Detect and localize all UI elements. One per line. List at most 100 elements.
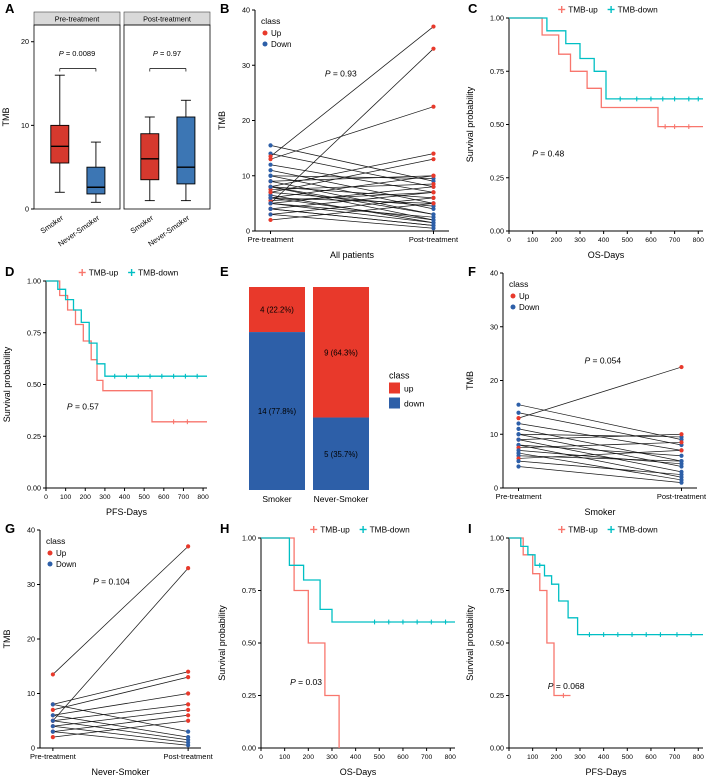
km-curve-tmb-down	[46, 280, 207, 377]
post-point	[186, 544, 191, 549]
svg-text:1.00: 1.00	[242, 534, 256, 543]
patient-line	[270, 203, 434, 224]
y-axis-label: Survival probability	[465, 605, 475, 681]
pre-point	[516, 402, 521, 407]
patient-line	[518, 450, 682, 465]
pre-point	[50, 735, 55, 740]
svg-text:30: 30	[27, 580, 35, 589]
post-point	[679, 440, 684, 445]
p-value-label: P = 0.104	[93, 577, 130, 587]
patient-line	[270, 106, 434, 160]
post-point	[431, 46, 436, 51]
svg-text:500: 500	[622, 754, 634, 761]
boxplot-smoker	[140, 133, 160, 181]
svg-text:200: 200	[303, 754, 315, 761]
svg-text:40: 40	[27, 526, 35, 535]
panel-h: H 0.00 0.25 0.50 0.75 1.00 0 100 200 300 400 500 60…	[215, 520, 463, 780]
svg-text:100: 100	[527, 237, 539, 244]
svg-text:TMB-up: TMB-up	[568, 5, 598, 15]
svg-text:600: 600	[645, 237, 657, 244]
legend: class Up Down	[46, 536, 76, 569]
km-curve-tmb-down	[261, 537, 455, 623]
svg-text:0.25: 0.25	[242, 691, 256, 700]
post-point	[679, 453, 684, 458]
svg-text:500: 500	[374, 754, 386, 761]
p-value-label: P = 0.93	[325, 68, 357, 78]
svg-text:Up: Up	[519, 292, 530, 301]
svg-text:class: class	[261, 16, 280, 26]
svg-text:500: 500	[622, 237, 634, 244]
pre-point	[516, 416, 521, 421]
x-axis-label: All patients	[330, 250, 375, 260]
km-chart-I: 0.00 0.25 0.50 0.75 1.00 0 100 200 300 400 500 600 7…	[465, 525, 704, 778]
patient-line	[518, 366, 682, 419]
svg-text:0.00: 0.00	[27, 484, 41, 493]
legend-item-tmb-down: TMB-down	[607, 525, 658, 535]
svg-text:Pre-treatment: Pre-treatment	[30, 752, 77, 761]
km-curve-tmb-up	[509, 537, 571, 697]
patient-line	[518, 466, 682, 483]
svg-text:Post-treatment: Post-treatment	[409, 235, 459, 244]
bar-down-smoker	[249, 332, 305, 490]
panel-h-letter: H	[220, 521, 230, 536]
pre-point	[268, 217, 273, 223]
panel-g-letter: G	[5, 521, 16, 536]
post-point	[679, 459, 684, 464]
y-axis-label: TMB	[2, 630, 12, 649]
pre-point	[50, 724, 55, 729]
svg-text:300: 300	[574, 754, 586, 761]
svg-text:class: class	[389, 371, 410, 381]
panel-b-letter: B	[220, 1, 230, 16]
patient-line	[270, 208, 434, 226]
patient-line	[52, 725, 189, 743]
pre-point	[268, 201, 273, 206]
svg-text:0.25: 0.25	[27, 432, 41, 441]
pre-point	[516, 421, 521, 426]
segment-label: 5 (35.7%)	[324, 450, 358, 459]
svg-text:0: 0	[31, 744, 35, 753]
svg-text:0: 0	[44, 494, 48, 501]
x-axis-label: PFS-Days	[585, 767, 627, 777]
svg-text:0.75: 0.75	[490, 586, 504, 595]
pre-point	[50, 672, 55, 677]
svg-text:Down: Down	[56, 560, 76, 569]
category-label: Never-Smoker	[314, 494, 369, 504]
panel-b-chart: 0 10 20 30 40 Pre-treatment Post-treatment All …	[215, 0, 463, 263]
post-point	[186, 566, 191, 571]
post-point	[186, 675, 191, 680]
svg-text:0.75: 0.75	[242, 586, 256, 595]
svg-text:100: 100	[60, 494, 72, 501]
patient-line	[52, 704, 189, 722]
patient-line	[518, 444, 682, 478]
post-point	[431, 226, 436, 231]
facet-border	[123, 24, 211, 210]
svg-text:800: 800	[445, 754, 457, 761]
pre-point	[268, 154, 273, 159]
legend-item-tmb-down: TMB-down	[128, 268, 179, 278]
svg-text:300: 300	[326, 754, 338, 761]
panel-g-chart: 0 10 20 30 40 Pre-treatment Post-treatment Neve…	[0, 520, 215, 780]
y-axis-label: TMB	[465, 371, 475, 390]
svg-text:0.25: 0.25	[490, 691, 504, 700]
svg-text:TMB-up: TMB-up	[89, 268, 119, 278]
pre-point	[268, 173, 273, 178]
patient-line	[270, 48, 434, 204]
pre-point	[268, 190, 273, 195]
svg-text:200: 200	[80, 494, 92, 501]
svg-text:20: 20	[27, 635, 35, 644]
pre-point	[50, 702, 55, 707]
pre-point	[516, 432, 521, 437]
km-curve-tmb-down	[509, 17, 703, 100]
pre-point	[50, 718, 55, 723]
post-point	[186, 669, 191, 674]
km-curve-tmb-up	[509, 17, 703, 128]
y-axis-label: TMB	[1, 108, 11, 127]
patient-line	[52, 704, 189, 733]
svg-text:30: 30	[490, 322, 498, 331]
patient-line	[270, 197, 434, 221]
km-chart-C: 0.00 0.25 0.50 0.75 1.00 0 100 200 300 400 500 600 7…	[465, 5, 704, 261]
svg-text:TMB-down: TMB-down	[370, 525, 410, 535]
patient-line	[270, 175, 434, 199]
pre-point	[516, 437, 521, 442]
svg-text:0: 0	[259, 754, 263, 761]
